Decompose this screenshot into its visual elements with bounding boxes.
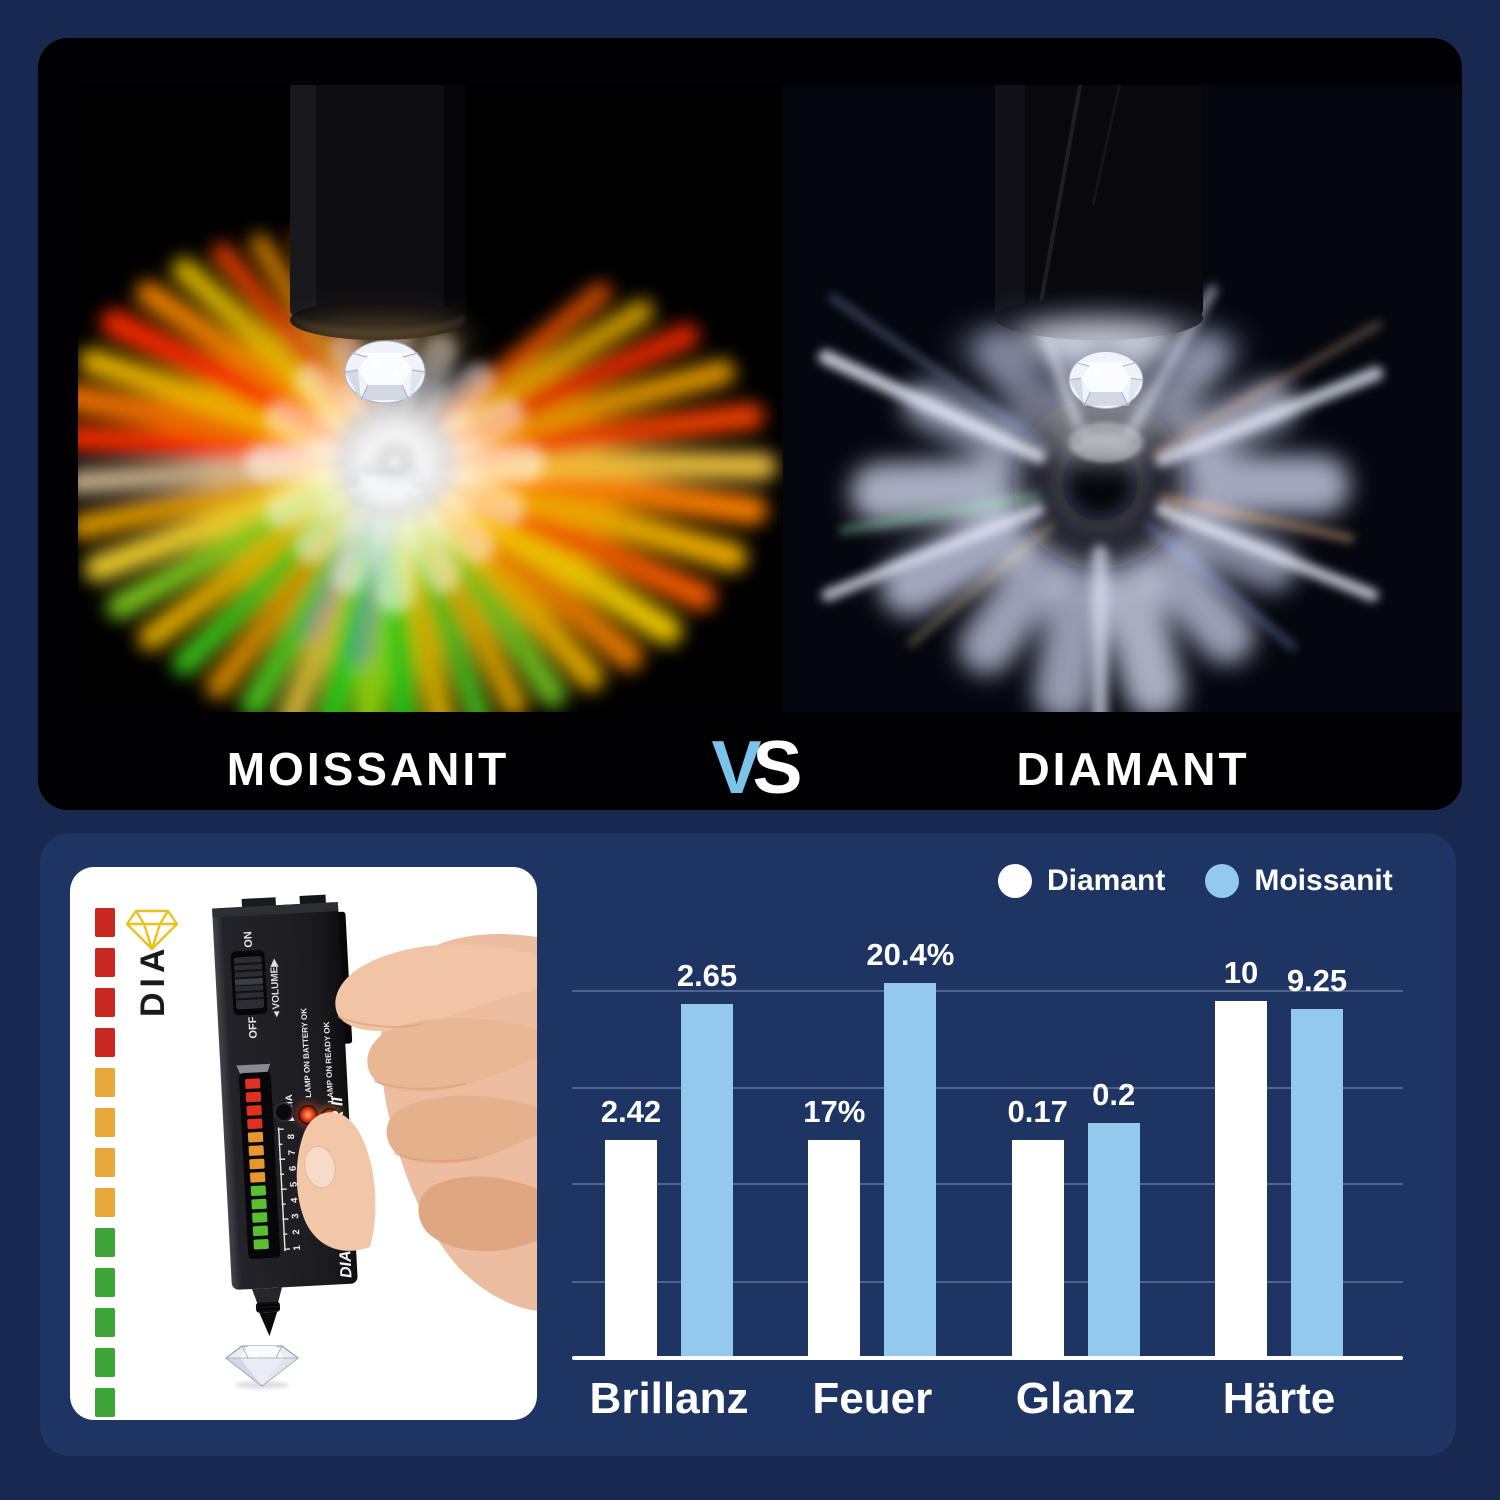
bar-value-label: 9.25 — [1286, 963, 1348, 998]
bar-rect — [1087, 1123, 1140, 1356]
moissanit-photo — [60, 69, 783, 760]
comparison-stats-panel: DIA ON OFF ◄VOLUME▶ — [40, 833, 1456, 1456]
bar-rect — [808, 1140, 861, 1356]
bar-value-label: 0.17 — [1007, 1094, 1068, 1129]
vs-label: VS — [711, 724, 802, 810]
volume-label: ◄VOLUME▶ — [269, 957, 283, 1019]
bar-value-label: 2.65 — [676, 958, 738, 993]
bar-value-label: 0.2 — [1092, 1077, 1136, 1112]
moissanit-label: MOISSANIT — [226, 743, 510, 795]
comparison-panel: MOISSANIT VS DIAMANT — [38, 38, 1462, 810]
thumbnail — [304, 1145, 336, 1189]
stone-reflection — [345, 463, 425, 508]
volume-wheel — [230, 950, 268, 1016]
diamond-outline-icon — [125, 909, 179, 951]
bar-rect — [605, 1140, 657, 1356]
bar-group-feuer: 17% 20.4% Feuer — [803, 937, 954, 1423]
led-level-bar — [236, 1063, 281, 1259]
bar-rect — [681, 1004, 733, 1356]
diamant-photo — [783, 68, 1460, 765]
bar-chart: 2.42 2.65 Brillanz 17% 20.4% Feuer 0.17 0.2 Glan… — [572, 937, 1403, 1423]
bar-diamant-glanz: 0.17 — [1007, 1094, 1068, 1356]
test-stone — [225, 1345, 299, 1387]
bar-value-label: 20.4% — [866, 937, 955, 972]
bar-rect — [1214, 1001, 1267, 1356]
bar-value-label: 10 — [1223, 955, 1259, 990]
legend-item-diamant: Diamant — [998, 864, 1165, 898]
bar-diamant-härte: 10 — [1214, 955, 1267, 1356]
vs-v: V — [711, 725, 762, 809]
category-label-glanz: Glanz — [1015, 1374, 1136, 1423]
off-label: OFF — [247, 1016, 260, 1039]
bar-diamant-feuer: 17% — [803, 1094, 865, 1356]
bar-rect — [1290, 1009, 1343, 1356]
legend-label: Diamant — [1047, 864, 1166, 897]
scale-ticks — [277, 1127, 290, 1252]
vs-s: S — [752, 725, 803, 809]
legend-label: Moissanit — [1254, 864, 1393, 897]
bar-moissanit-härte: 9.25 — [1287, 963, 1347, 1356]
bar-moissanit-brillanz: 2.65 — [677, 958, 737, 1356]
bar-diamant-brillanz: 2.42 — [601, 1094, 661, 1356]
probe-tip — [252, 1287, 282, 1337]
tester-probe-tip — [283, 69, 473, 361]
tester-device: ON OFF ◄VOLUME▶ 1 2 3 4 5 6 7 8 ▶ DIA — [212, 894, 358, 1337]
legend-dot — [998, 864, 1032, 898]
hand — [296, 934, 537, 1311]
diamant-label: DIAMANT — [1016, 743, 1250, 795]
bar-rect — [884, 983, 937, 1356]
bar-moissanit-feuer: 20.4% — [866, 937, 954, 1356]
diamant-dispersion-image — [783, 68, 1460, 765]
bar-value-label: 2.42 — [600, 1094, 662, 1129]
gridline — [572, 990, 1403, 992]
bar-groups: 2.42 2.65 Brillanz 17% 20.4% Feuer 0.17 0.2 Glan… — [572, 937, 1403, 1423]
on-label: ON — [242, 931, 255, 948]
bar-value-label: 17% — [803, 1094, 866, 1129]
light-spikes — [818, 268, 1384, 765]
moissanite-stone — [344, 340, 426, 404]
legend-dot — [1205, 864, 1240, 898]
bar-group-glanz: 0.17 0.2 Glanz — [1007, 943, 1140, 1423]
category-label-brillanz: Brillanz — [589, 1374, 749, 1423]
bar-moissanit-glanz: 0.2 — [1087, 1077, 1140, 1356]
stone-reflection — [1069, 423, 1143, 463]
chart-legend: Diamant Moissanit — [998, 864, 1393, 898]
gridline — [572, 1281, 1403, 1283]
battery-led — [298, 1105, 318, 1125]
diamond-tester-image: DIA ON OFF ◄VOLUME▶ — [95, 894, 537, 1417]
x-axis-line — [572, 1356, 1403, 1360]
result-scale-squares — [95, 908, 115, 1417]
category-label-härte: Härte — [1222, 1374, 1336, 1423]
moissanit-dispersion-image — [60, 69, 783, 760]
speaker-hole — [273, 1102, 294, 1123]
gridline — [572, 1183, 1403, 1185]
category-label-feuer: Feuer — [812, 1374, 933, 1423]
diamond-tester-card: DIA ON OFF ◄VOLUME▶ — [70, 867, 537, 1420]
bar-group-härte: 10 9.25 Härte — [1214, 943, 1347, 1423]
tester-probe-tip — [949, 68, 1249, 383]
dia-scale-label: DIA — [134, 943, 172, 1017]
diamond-stone — [1068, 351, 1144, 409]
bar-rect — [1011, 1140, 1064, 1356]
gridline — [572, 1087, 1403, 1089]
legend-item-moissanit: Moissanit — [1205, 864, 1393, 898]
center-glow — [300, 368, 490, 558]
bar-group-brillanz: 2.42 2.65 Brillanz — [590, 943, 749, 1423]
ready-led-label: LAMP ON READY OK — [322, 1021, 335, 1103]
